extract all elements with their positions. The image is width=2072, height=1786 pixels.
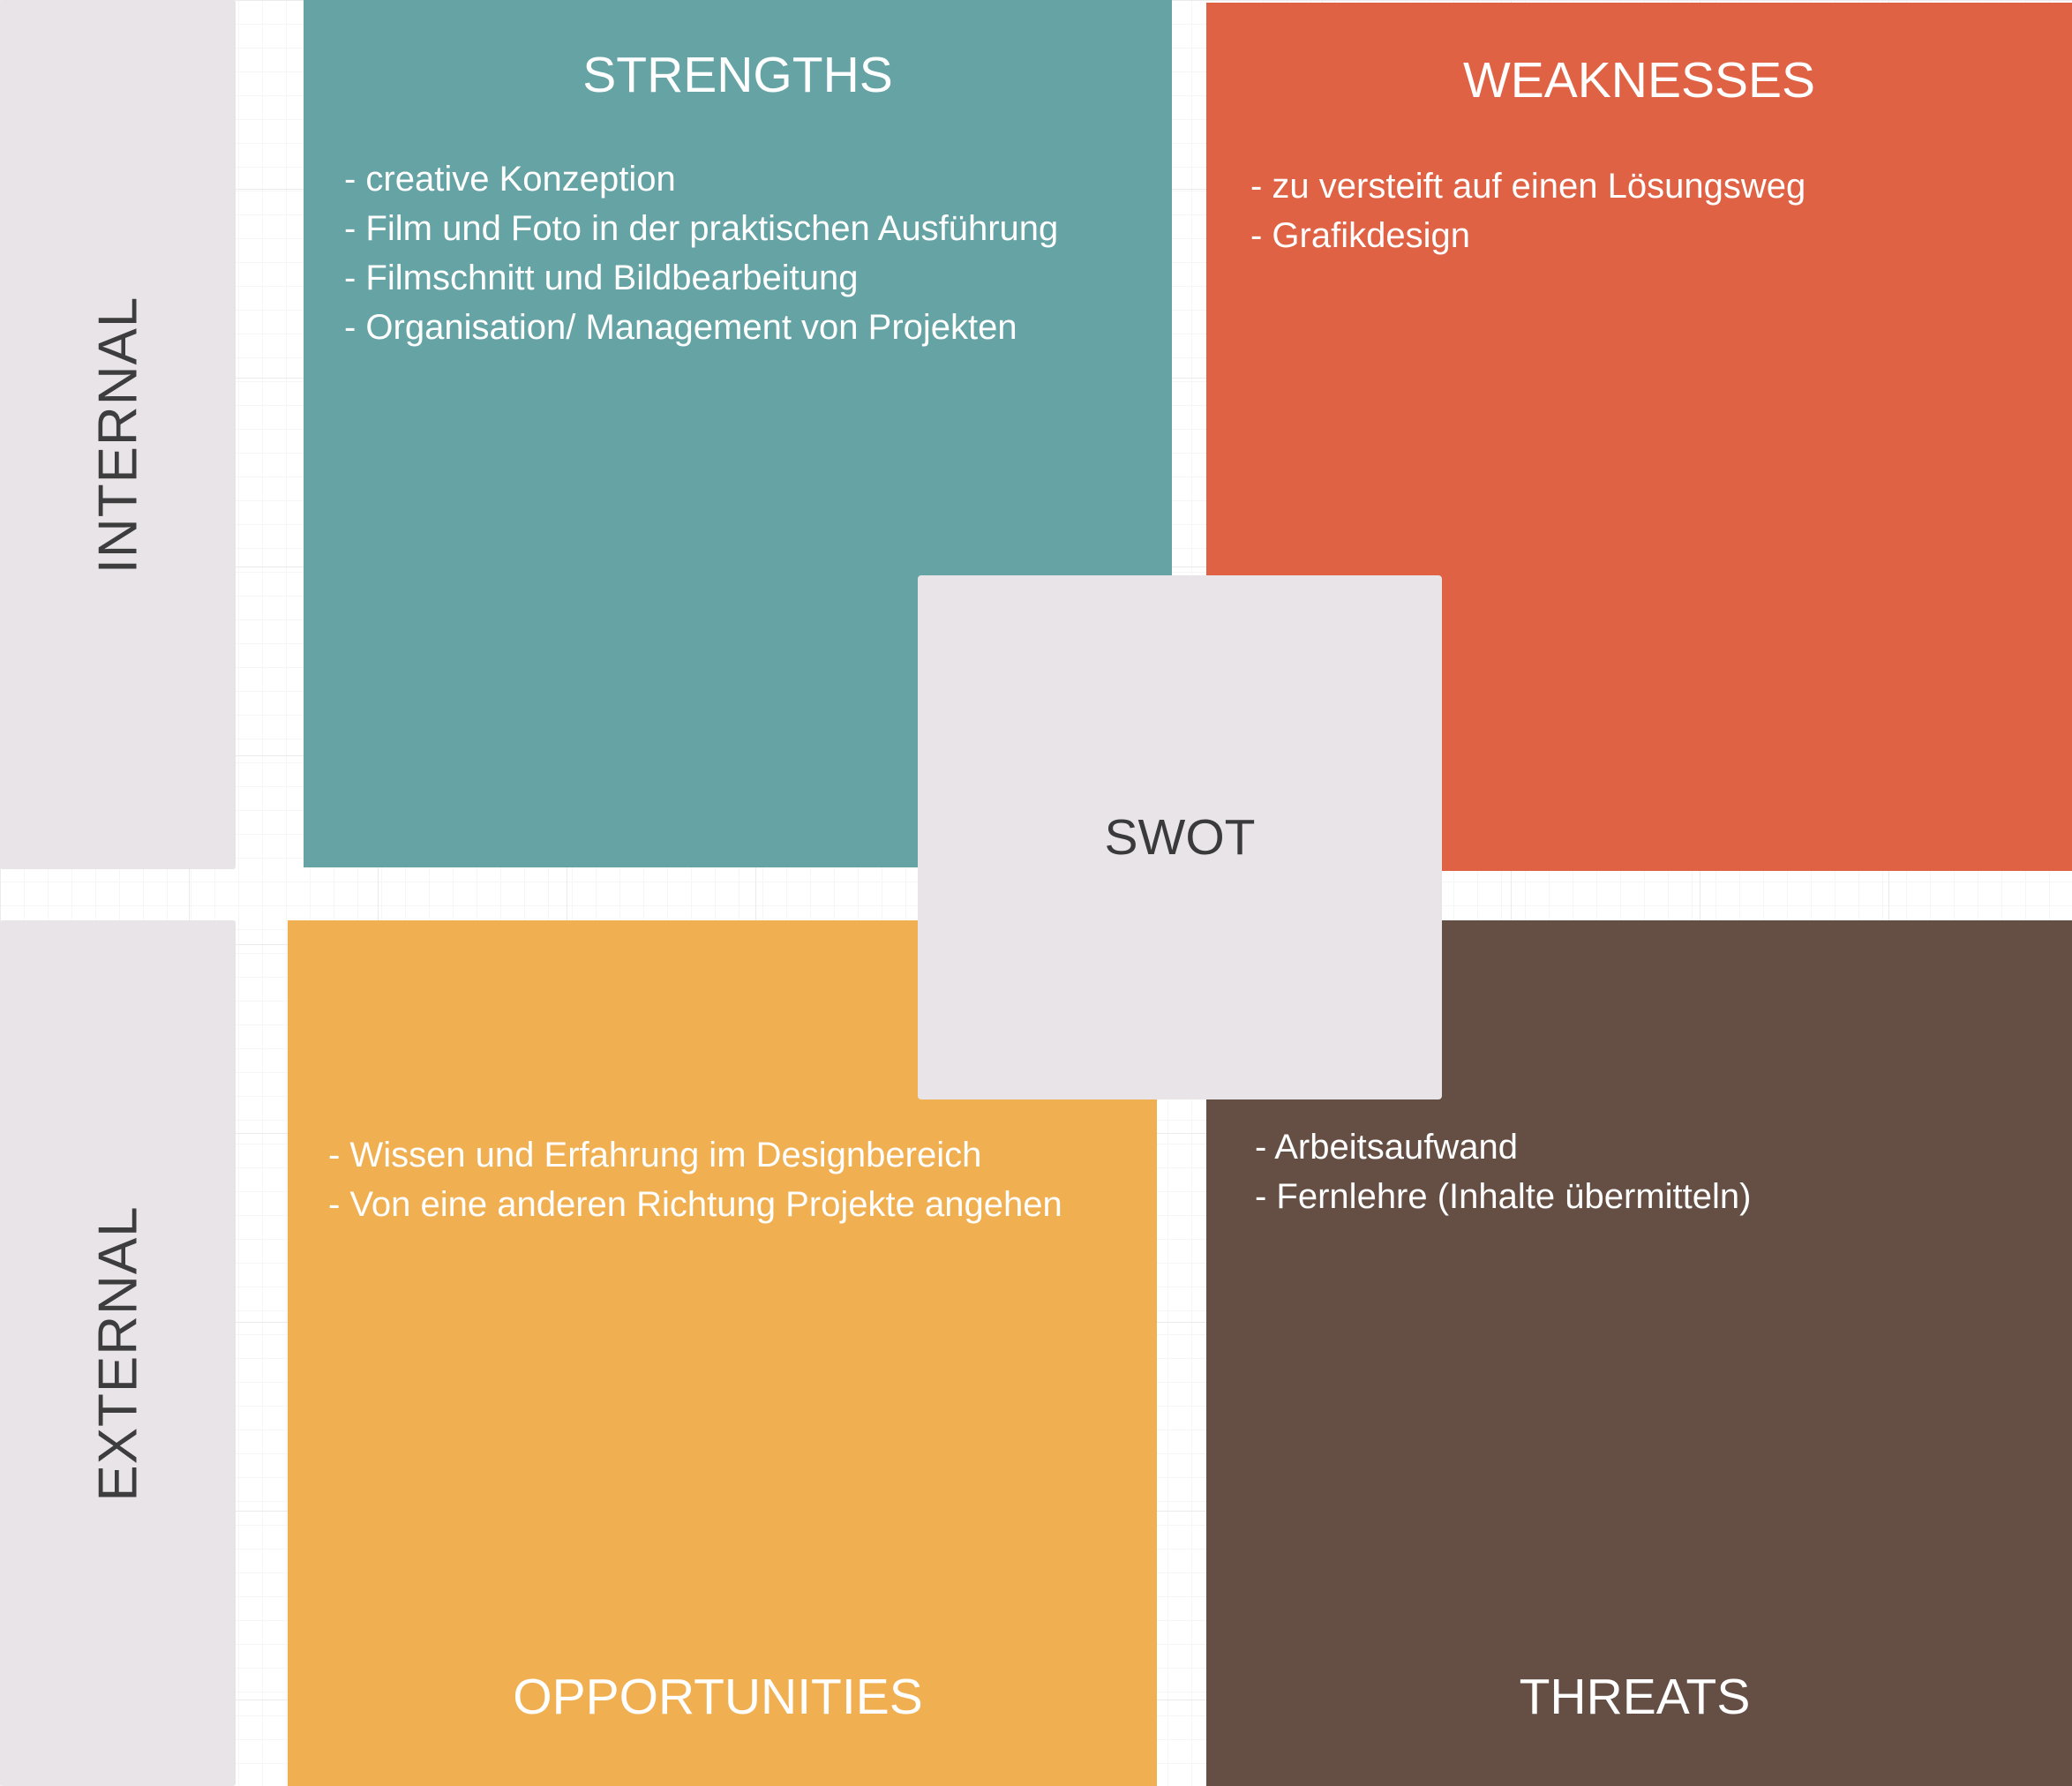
external-bar: EXTERNAL [0,920,236,1786]
list-item: - Arbeitsaufwand [1255,1128,1518,1167]
strengths-quadrant[interactable]: STRENGTHS - creative Konzeption - Film u… [304,0,1172,867]
list-item: - Fernlehre (Inhalte übermitteln) [1255,1177,1752,1216]
threats-list: - Arbeitsaufwand - Fernlehre (Inhalte üb… [1255,1122,1751,1221]
list-item: - Grafikdesign [1250,216,1470,255]
list-item: - Organisation/ Management von Projekten [344,308,1017,347]
swot-center-box[interactable]: SWOT [918,575,1442,1099]
list-item: - creative Konzeption [344,160,676,199]
weaknesses-title: WEAKNESSES [1462,52,1816,109]
weaknesses-list: - zu versteift auf einen Lösungsweg - Gr… [1250,161,1805,260]
strengths-list: - creative Konzeption - Film und Foto in… [344,154,1058,352]
threats-title: THREATS [1519,1669,1751,1725]
strengths-title: STRENGTHS [582,47,893,103]
swot-label: SWOT [1104,809,1256,866]
list-item: - zu versteift auf einen Lösungsweg [1250,167,1806,206]
internal-bar: INTERNAL [0,0,236,869]
list-item: - Filmschnitt und Bildbearbeitung [344,259,859,297]
opportunities-title: OPPORTUNITIES [513,1669,923,1725]
list-item: - Wissen und Erfahrung im Designbereich [328,1136,982,1174]
list-item: - Film und Foto in der praktischen Ausfü… [344,209,1059,248]
opportunities-list: - Wissen und Erfahrung im Designbereich … [328,1130,1062,1229]
external-label: EXTERNAL [87,1204,148,1502]
list-item: - Von eine anderen Richtung Projekte ang… [328,1185,1062,1224]
internal-label: INTERNAL [87,296,148,574]
